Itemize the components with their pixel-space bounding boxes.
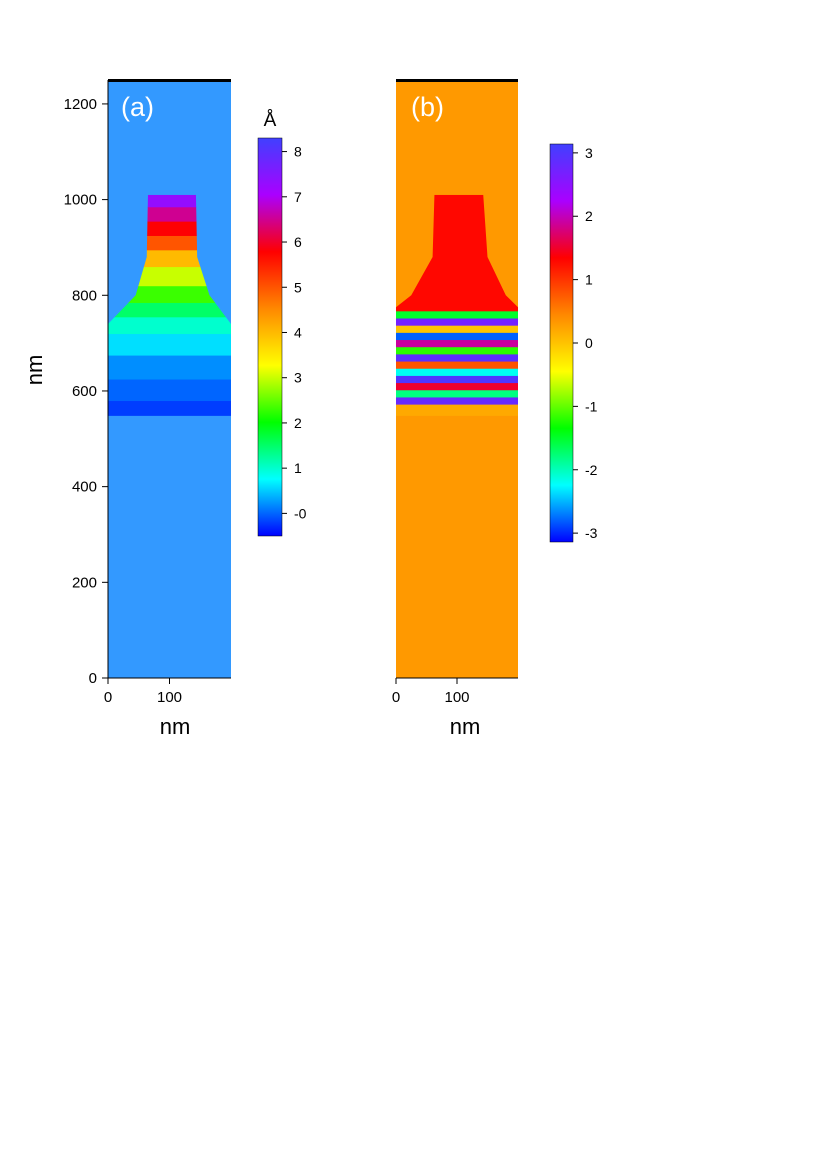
plot-a-x-ticks: 0 100: [104, 678, 182, 706]
field-band: [108, 302, 231, 318]
colorbar-tick-label: -0: [294, 505, 307, 521]
field-band: [108, 379, 231, 402]
panel-a-label: (a): [121, 92, 154, 122]
colorbar-tick-label: 3: [585, 145, 593, 161]
field-band: [396, 404, 518, 416]
colorbar-tick-label: 2: [294, 415, 302, 431]
y-tick-label: 600: [72, 383, 97, 400]
y-tick-label: 200: [72, 574, 97, 591]
field-band: [396, 346, 518, 355]
colorbar-tick-label: 1: [294, 460, 302, 476]
colorbar-tick-label: -1: [585, 398, 598, 414]
y-tick-label: 800: [72, 287, 97, 304]
colorbar-tick-label: 4: [294, 324, 302, 340]
field-band: [396, 361, 518, 369]
y-tick-label: 400: [72, 479, 97, 496]
x-tick-label: 0: [392, 689, 400, 706]
colorbar-tick-label: 3: [294, 370, 302, 386]
field-band: [396, 310, 518, 319]
y-tick-label: 0: [89, 670, 97, 687]
colorbar-tick-label: 2: [585, 208, 593, 224]
plot-a-y-axis-label: nm: [22, 355, 47, 386]
field-band: [396, 353, 518, 362]
colorbar-tick-label: 5: [294, 279, 302, 295]
colorbar-gradient: [549, 143, 574, 543]
field-band: [396, 325, 518, 333]
panel-b-label: (b): [411, 92, 444, 122]
plot-a-y-ticks: 0 200 400 600 800 1000 1200: [64, 96, 108, 687]
colorbar-tick-label: 1: [585, 272, 593, 288]
x-tick-label: 100: [444, 689, 469, 706]
field-band: [108, 316, 231, 335]
panel-a: 0 200 400 600 800 1000 1200 0 100 (a) nm nm 8 7 6…: [22, 79, 307, 739]
colorbar-tick-label: -2: [585, 462, 598, 478]
colorbar-tick-label: -3: [585, 525, 598, 541]
x-tick-label: 0: [104, 689, 112, 706]
field-band: [108, 355, 231, 380]
colorbar-b: 3 2 1 0 -1 -2 -3: [549, 143, 598, 543]
y-tick-label: 1200: [64, 96, 97, 113]
field-band: [396, 389, 518, 398]
field-band: [396, 396, 518, 405]
field-band: [396, 318, 518, 326]
colorbar-tick-label: 6: [294, 234, 302, 250]
colorbar-gradient: [257, 137, 283, 537]
field-band: [108, 285, 231, 303]
colorbar-a: 8 7 6 5 4 3 2 1 -0: [257, 137, 307, 537]
structure-region: [108, 194, 231, 416]
colorbar-tick-label: 8: [294, 144, 302, 160]
field-band: [396, 382, 518, 391]
field-band: [396, 375, 518, 384]
plot-a-field-map: [108, 194, 231, 416]
y-tick-label: 1000: [64, 192, 97, 209]
field-band: [396, 332, 518, 341]
field-band: [396, 339, 518, 348]
field-band: [108, 333, 231, 356]
colorbar-a-unit: Å: [264, 110, 277, 131]
plot-a-x-axis-label: nm: [160, 714, 191, 739]
plot-b-x-ticks: 0 100: [392, 678, 470, 706]
x-tick-label: 100: [157, 689, 182, 706]
field-band: [396, 368, 518, 376]
plot-b-x-axis-label: nm: [450, 714, 481, 739]
field-band: [108, 400, 231, 416]
colorbar-tick-label: 0: [585, 335, 593, 351]
colorbar-tick-label: 7: [294, 189, 302, 205]
panel-b: 0 100 (b) nm 3 2 1 0 -1 -2 -3: [392, 79, 598, 739]
